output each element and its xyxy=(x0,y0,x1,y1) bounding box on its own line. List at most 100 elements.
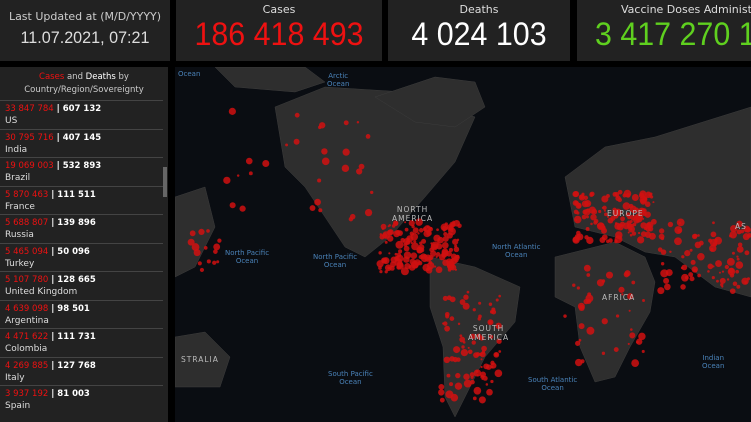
north-america-label: NORTH AMERICA xyxy=(392,205,434,223)
case-dot xyxy=(398,249,403,254)
case-dot xyxy=(451,263,455,267)
case-dot xyxy=(470,375,474,379)
case-dot xyxy=(239,205,246,212)
case-dot xyxy=(740,229,745,234)
case-dot xyxy=(637,236,645,244)
deaths-label: Deaths xyxy=(459,3,499,16)
case-dot xyxy=(426,230,432,236)
case-dot xyxy=(410,252,418,260)
list-item[interactable]: 5 688 807 | 139 896 Russia xyxy=(0,214,163,243)
case-dot xyxy=(384,264,392,272)
case-dot xyxy=(321,148,328,155)
case-dot xyxy=(627,231,630,234)
case-dot xyxy=(356,121,360,124)
list-item[interactable]: 30 795 716 | 407 145 India xyxy=(0,128,163,158)
case-dot xyxy=(601,351,606,355)
case-dot xyxy=(294,112,300,118)
case-dot xyxy=(729,273,735,278)
case-dot xyxy=(581,200,589,208)
case-dot xyxy=(710,247,714,252)
case-dot xyxy=(576,286,580,290)
list-item[interactable]: 5 465 094 | 50 096 Turkey xyxy=(0,242,163,272)
case-dot xyxy=(697,252,705,261)
case-dot xyxy=(456,238,460,242)
list-item[interactable]: 5 107 780 | 128 665 United Kingdom xyxy=(0,271,163,300)
deaths-value: 4 024 103 xyxy=(411,16,547,52)
case-dot xyxy=(452,238,459,245)
north-pacific-label-2: North Pacific Ocean xyxy=(313,253,358,269)
country-deaths: 81 003 xyxy=(57,389,90,399)
list-item[interactable]: 4 269 885 | 127 768 Italy xyxy=(0,356,163,386)
case-dot xyxy=(453,346,461,354)
case-dot xyxy=(404,227,409,232)
case-dot xyxy=(604,212,608,217)
case-dot xyxy=(580,359,585,364)
world-map[interactable]: Ocean Arctic Ocean North Pacific Ocean N… xyxy=(175,67,751,422)
case-dot xyxy=(652,201,655,204)
case-dot xyxy=(495,298,499,302)
list-item[interactable]: 3 937 192 | 81 003 Spain xyxy=(0,385,163,414)
case-dot xyxy=(198,228,205,236)
list-item[interactable]: 5 870 463 | 111 511 France xyxy=(0,185,163,215)
case-dot xyxy=(684,250,691,257)
case-dot xyxy=(449,316,455,321)
case-dot xyxy=(736,220,743,228)
case-dot xyxy=(378,251,382,255)
arctic-ocean-label: Arctic Ocean xyxy=(327,72,350,88)
country-name: Spain xyxy=(5,401,31,411)
case-dot xyxy=(390,261,397,268)
case-dot xyxy=(479,351,486,358)
case-dot xyxy=(588,206,596,214)
case-dot xyxy=(585,215,589,219)
case-dot xyxy=(678,221,682,225)
case-dot xyxy=(453,246,460,253)
case-dot xyxy=(711,276,715,280)
separator: | xyxy=(48,360,58,371)
case-dot xyxy=(639,195,648,204)
case-dot xyxy=(644,211,651,218)
list-item[interactable]: 4 639 098 | 98 501 Argentina xyxy=(0,299,163,329)
case-dot xyxy=(613,347,619,353)
separator: | xyxy=(48,246,58,257)
cases-panel: Cases 186 418 493 xyxy=(176,0,382,61)
last-updated-value: 11.07.2021, 07:21 xyxy=(20,28,150,47)
case-dot xyxy=(438,389,445,396)
list-item[interactable]: 4 471 622 | 111 731 Colombia xyxy=(0,328,163,357)
country-name: Italy xyxy=(5,372,25,383)
case-dot xyxy=(413,240,417,244)
country-list[interactable]: Cases and Deaths by Country/Region/Sover… xyxy=(0,67,168,422)
case-dot xyxy=(433,265,437,268)
case-dot xyxy=(629,233,633,237)
case-dot xyxy=(689,276,695,282)
case-dot xyxy=(449,356,455,362)
case-dot xyxy=(718,271,721,274)
case-dot xyxy=(660,262,665,266)
case-dot xyxy=(612,191,618,197)
ocean-label: Ocean xyxy=(178,70,201,78)
list-scrollbar[interactable] xyxy=(163,167,167,197)
case-dot xyxy=(443,229,446,232)
case-dot xyxy=(631,231,637,236)
case-dot xyxy=(442,295,448,301)
case-dot xyxy=(576,211,580,215)
case-dot xyxy=(601,195,609,203)
case-dot xyxy=(629,205,637,213)
land-greenland-arctic xyxy=(374,76,486,128)
case-dot xyxy=(691,266,698,273)
case-dot xyxy=(406,237,410,241)
case-dot xyxy=(714,238,718,243)
case-dot xyxy=(493,351,500,358)
case-dot xyxy=(356,168,363,175)
case-dot xyxy=(726,278,730,281)
case-dot xyxy=(384,270,388,274)
case-dot xyxy=(435,252,441,257)
north-atlantic-label: North Atlantic Ocean xyxy=(492,243,541,259)
list-item[interactable]: 19 069 003 | 532 893 Brazil xyxy=(0,157,163,186)
country-cases: 33 847 784 xyxy=(5,104,54,114)
case-dot xyxy=(650,218,657,225)
case-dot xyxy=(428,254,434,261)
case-dot xyxy=(438,383,445,390)
list-item[interactable]: 33 847 784 | 607 132 US xyxy=(0,100,163,129)
country-cases: 4 269 885 xyxy=(5,360,49,371)
case-dot xyxy=(489,334,494,339)
